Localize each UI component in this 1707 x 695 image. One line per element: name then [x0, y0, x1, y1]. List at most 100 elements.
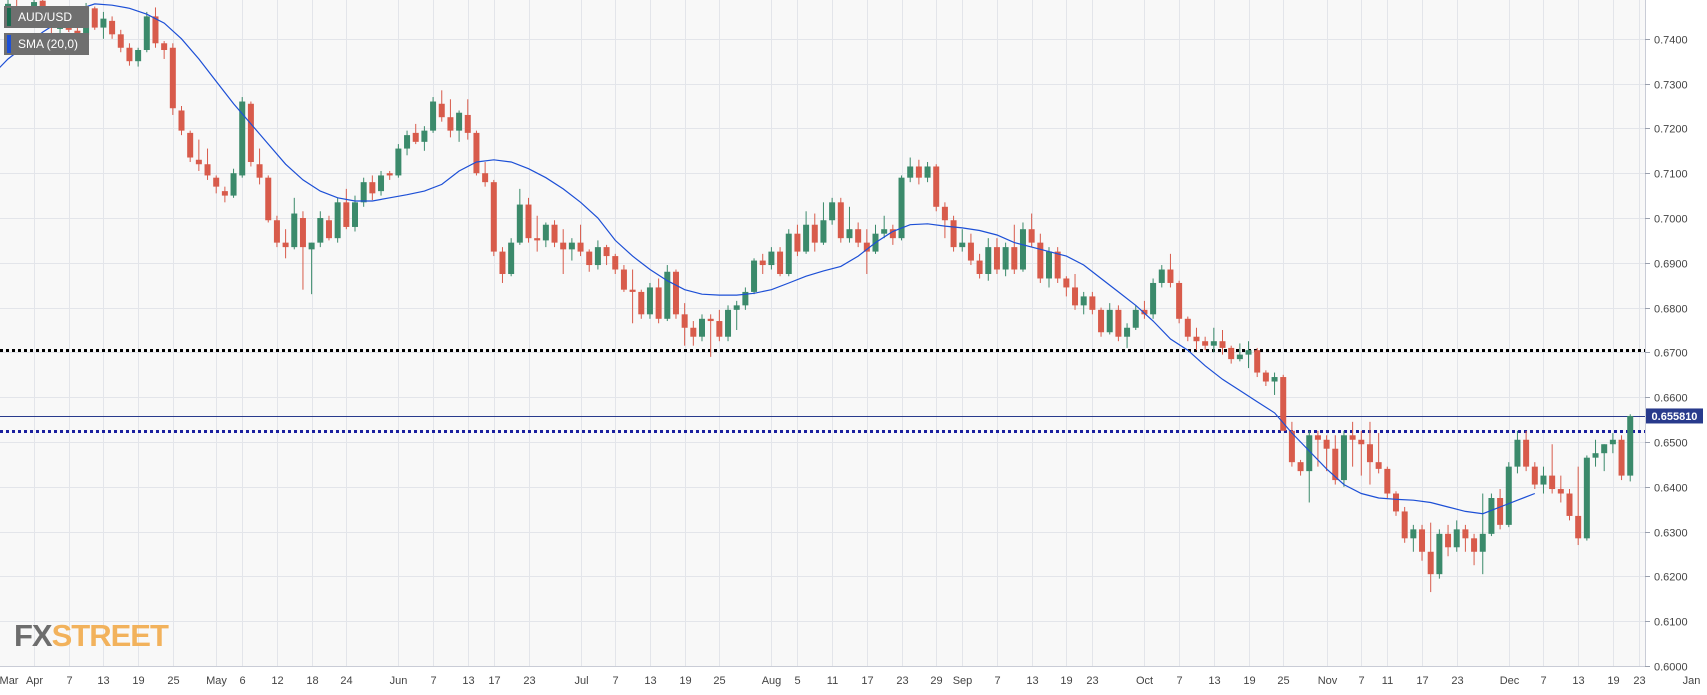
candle [430, 97, 437, 133]
candle [1132, 305, 1139, 330]
candle-body [91, 8, 98, 28]
candle [1080, 291, 1087, 315]
candle-body [1228, 347, 1235, 360]
candle [516, 188, 523, 245]
candle [837, 197, 844, 243]
grid-lines [0, 0, 1645, 667]
candle [768, 247, 775, 270]
candle [1202, 336, 1209, 351]
x-tick-label: Oct [1136, 675, 1153, 687]
candle [1297, 459, 1304, 476]
candle-body [855, 229, 862, 243]
candle-body [204, 164, 211, 176]
candle-body [1349, 435, 1356, 440]
candle [1384, 466, 1391, 498]
candle-body [907, 166, 914, 178]
x-tick-label: 19 [1243, 675, 1255, 687]
candle [646, 282, 653, 319]
legend-sma: SMA (20,0) [4, 33, 89, 55]
horizontal-levels [0, 349, 1645, 433]
legend-pair-label: AUD/USD [18, 10, 73, 24]
candle-body [1323, 439, 1330, 449]
candle [811, 213, 818, 252]
candle-body [586, 251, 593, 266]
candle-body [438, 103, 445, 118]
candle-body [1306, 435, 1313, 472]
y-tick-label: 0.6300 [1654, 528, 1688, 540]
x-tick-label: 7 [994, 675, 1000, 687]
candle-body [360, 182, 367, 203]
x-tick-label: May [206, 675, 227, 687]
sma-line-group [0, 3, 1536, 515]
candle-body [447, 117, 454, 131]
x-tick-label: Jun [390, 675, 408, 687]
candle [1028, 213, 1035, 248]
x-tick-label: 7 [1176, 675, 1182, 687]
candle [1566, 489, 1573, 521]
candle [1497, 489, 1504, 530]
candle-body [1479, 533, 1486, 552]
candle-body [1592, 453, 1599, 458]
candle [1436, 529, 1443, 579]
candle-body [516, 204, 523, 243]
candle-body [768, 251, 775, 266]
candle-body [1115, 309, 1122, 337]
candle [421, 126, 428, 151]
x-tick-label: 11 [827, 675, 838, 687]
candle [1601, 444, 1608, 472]
candle-body [1193, 336, 1200, 342]
candle-body [464, 114, 471, 133]
candle-body [1375, 462, 1382, 469]
candle-body [1245, 350, 1252, 355]
candle [482, 162, 489, 187]
x-tick-label: 25 [167, 675, 179, 687]
candle [221, 186, 228, 203]
candle-body [699, 318, 705, 337]
candle [1375, 433, 1382, 474]
candle-body [1011, 247, 1018, 270]
candle [117, 29, 124, 53]
x-tick-label: Jan [1683, 675, 1701, 687]
candle [1410, 524, 1417, 552]
candle [976, 253, 983, 279]
candle [1288, 421, 1295, 467]
candle [941, 202, 948, 239]
candle-body [169, 47, 176, 109]
y-tick-label: 0.6600 [1654, 393, 1688, 405]
candle [1002, 242, 1009, 277]
candle [1592, 439, 1599, 467]
candle-body [542, 224, 549, 241]
x-tick-label: 18 [306, 675, 318, 687]
candle [161, 41, 168, 59]
candles [5, 0, 1634, 593]
candle [1124, 323, 1131, 348]
x-tick-label: 7 [612, 675, 618, 687]
x-tick-label: 19 [1607, 675, 1619, 687]
candle [230, 168, 237, 198]
candle [239, 97, 246, 178]
candle [1158, 265, 1165, 288]
candle [143, 11, 150, 53]
candle-body [1531, 466, 1538, 485]
candle-body [1462, 529, 1469, 539]
candle-body [985, 247, 992, 274]
x-tick-label: 12 [271, 675, 283, 687]
candle [412, 123, 419, 145]
candle-body [1575, 515, 1582, 539]
x-tick-label: 17 [861, 675, 873, 687]
candle-body [534, 238, 541, 241]
x-tick-label: 13 [1026, 675, 1038, 687]
legend-pair: AUD/USD [4, 6, 89, 28]
candle [1471, 533, 1478, 566]
candle-body [265, 177, 272, 221]
candle-body [1583, 457, 1590, 539]
candle [1167, 253, 1174, 288]
candle [1549, 444, 1556, 494]
x-tick-label: 23 [1633, 675, 1645, 687]
x-tick-label: 7 [430, 675, 436, 687]
candle-body [560, 242, 567, 250]
candle [1393, 491, 1399, 516]
candle-body [369, 182, 376, 194]
candle [213, 175, 220, 194]
candle [525, 197, 532, 243]
